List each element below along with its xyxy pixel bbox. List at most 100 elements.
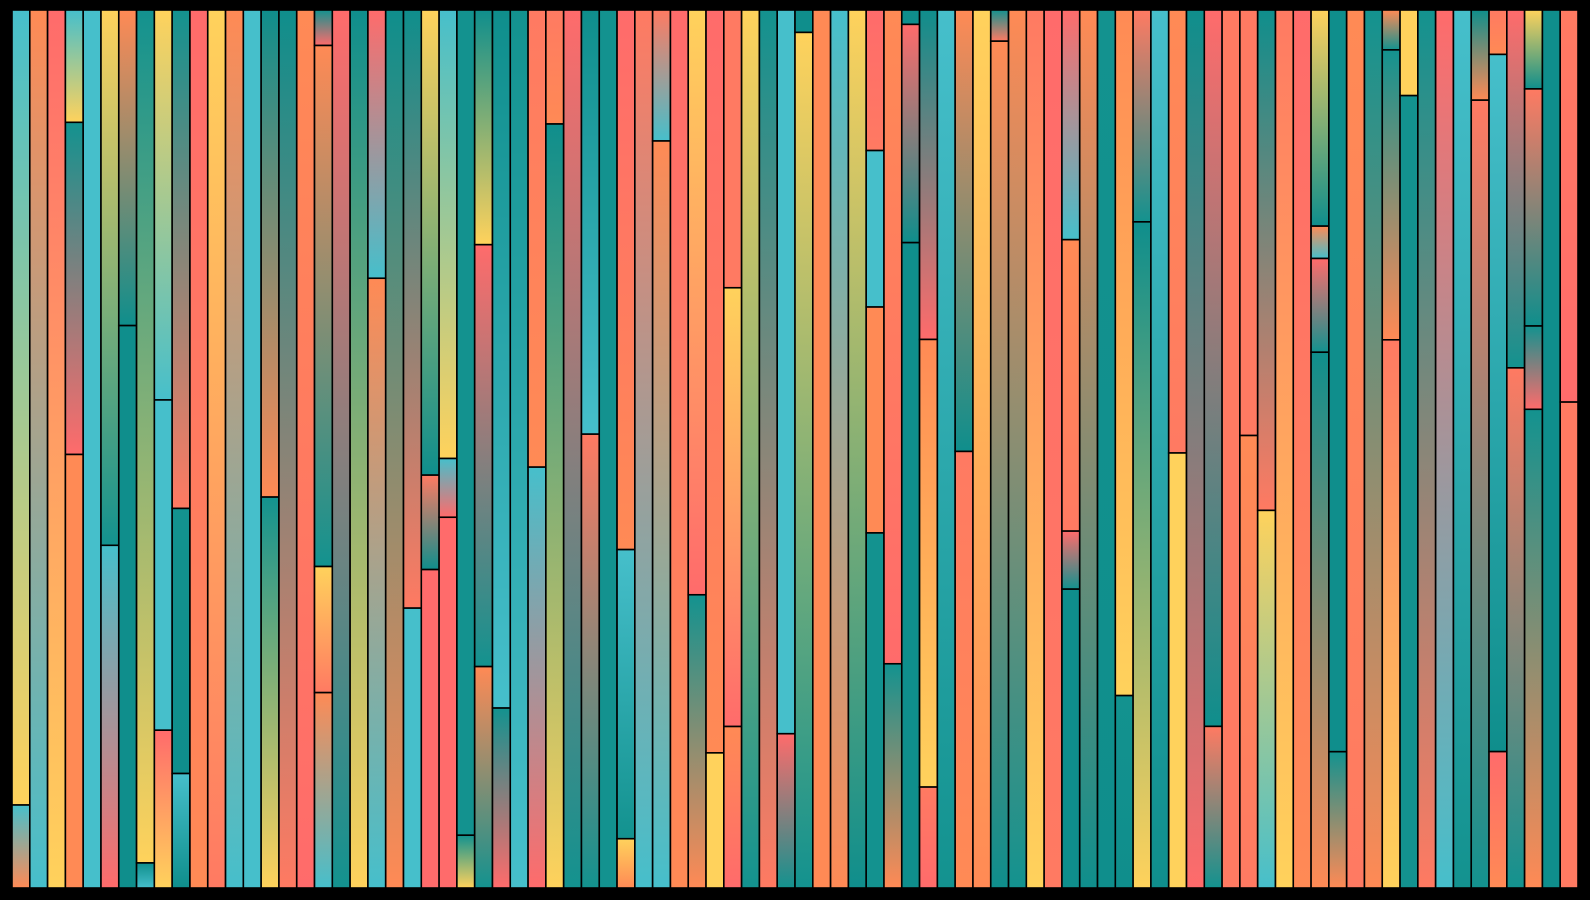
stripe-segment bbox=[1221, 9, 1241, 889]
stripe-segment bbox=[206, 9, 227, 889]
stripe-segment bbox=[1488, 53, 1508, 753]
stripe-segment bbox=[313, 691, 334, 889]
stripe-segment bbox=[989, 40, 1010, 889]
stripe-segment bbox=[28, 9, 49, 889]
stripe-segment bbox=[135, 9, 156, 864]
stripe-segment bbox=[776, 9, 796, 735]
stripe-segment bbox=[82, 9, 102, 889]
stripe-segment bbox=[135, 862, 156, 889]
stripe-segment bbox=[1239, 434, 1259, 889]
stripe-segment bbox=[1523, 88, 1544, 327]
stripe-segment bbox=[402, 9, 423, 609]
stripe-segment bbox=[883, 662, 903, 889]
stripe-segment bbox=[634, 9, 654, 889]
stripe-segment bbox=[723, 286, 743, 728]
stripe-segment bbox=[1310, 225, 1330, 260]
stripe-segment bbox=[1203, 725, 1223, 889]
stripe-segment bbox=[171, 507, 191, 775]
stripe-segment bbox=[989, 9, 1010, 42]
stripe-segment bbox=[420, 568, 440, 889]
stripe-segment bbox=[883, 9, 903, 665]
stripe-segment bbox=[260, 9, 280, 498]
stripe-segment bbox=[829, 9, 850, 889]
stripe-segment bbox=[616, 9, 636, 551]
stripe-segment bbox=[331, 9, 351, 889]
stripe-segment bbox=[100, 9, 120, 547]
stripe-segment bbox=[402, 607, 423, 889]
stripe-segment bbox=[954, 9, 974, 453]
stripe-segment bbox=[1132, 9, 1152, 223]
stripe-segment bbox=[865, 9, 885, 152]
stripe-segment bbox=[1203, 9, 1223, 728]
stripe-segment bbox=[1417, 9, 1437, 889]
stripe-segment bbox=[242, 9, 262, 889]
stripe-segment bbox=[1132, 221, 1152, 889]
stripe-segment bbox=[1381, 338, 1401, 889]
stripe-segment bbox=[1523, 325, 1544, 411]
stripe-segment bbox=[811, 9, 832, 889]
stripe-segment bbox=[64, 9, 84, 124]
stripe-segment bbox=[64, 121, 84, 456]
stripe-segment bbox=[1078, 9, 1099, 889]
stripe-segment bbox=[1470, 99, 1490, 889]
stripe-segment bbox=[900, 23, 921, 244]
stripe-segment bbox=[1434, 9, 1455, 889]
stripe-segment bbox=[918, 786, 939, 889]
stripe-segment bbox=[580, 433, 601, 889]
stripe-segment bbox=[11, 9, 31, 806]
stripe-segment bbox=[1559, 401, 1579, 889]
stripe-segment bbox=[1310, 9, 1330, 227]
stripe-segment bbox=[972, 9, 992, 889]
stripe-segment bbox=[509, 9, 529, 889]
stripe-segment bbox=[651, 140, 672, 889]
stripe-segment bbox=[117, 324, 138, 889]
stripe-segment bbox=[740, 9, 761, 889]
stripe-segment bbox=[847, 9, 867, 889]
stripe-segment bbox=[1043, 9, 1063, 889]
stripe-segment bbox=[473, 243, 494, 668]
stripe-segment bbox=[1488, 9, 1508, 56]
stripe-segment bbox=[171, 9, 191, 510]
stripe-segment bbox=[1310, 257, 1330, 354]
stripe-segment bbox=[651, 9, 672, 142]
stripe-segment bbox=[189, 9, 209, 889]
stripe-segment bbox=[420, 9, 440, 476]
stripe-segment bbox=[473, 9, 494, 246]
stripe-segment bbox=[100, 544, 120, 889]
stripe-segment bbox=[153, 399, 173, 732]
stripe-segment bbox=[794, 31, 814, 889]
stripe-segment bbox=[1506, 9, 1526, 369]
stripe-segment bbox=[1256, 509, 1277, 889]
stripe-segment bbox=[1007, 9, 1028, 889]
stripe-segment bbox=[598, 9, 618, 889]
stripe-segment bbox=[1061, 9, 1081, 241]
stripe-segment bbox=[456, 834, 476, 889]
stripe-segment bbox=[313, 44, 334, 568]
stripe-segment bbox=[456, 9, 476, 837]
stripe-segment bbox=[1114, 9, 1134, 697]
stripe-segment bbox=[1167, 452, 1188, 889]
stripe-segment bbox=[1114, 694, 1134, 889]
stripe-segment bbox=[900, 9, 921, 26]
stripe-segment bbox=[1381, 9, 1401, 51]
stripe-segment bbox=[687, 9, 707, 596]
stripe-segment bbox=[723, 725, 743, 889]
stripe-segment bbox=[687, 593, 707, 889]
stripe-segment bbox=[1399, 9, 1419, 97]
stripe-segment bbox=[794, 9, 814, 34]
stripe-segment bbox=[260, 496, 280, 889]
stripe-segment bbox=[562, 9, 583, 889]
stripe-segment bbox=[171, 772, 191, 889]
stripe-segment bbox=[1523, 9, 1544, 90]
stripe-segment bbox=[1523, 408, 1544, 889]
stripe-segment bbox=[1256, 9, 1277, 512]
stripe-segment bbox=[616, 837, 636, 889]
stripe-segment bbox=[758, 9, 779, 889]
stripe-segment bbox=[278, 9, 298, 889]
stripe-segment bbox=[918, 338, 939, 788]
stripe-segment bbox=[1096, 9, 1117, 889]
stripe-segment bbox=[865, 532, 885, 889]
stripe-segment bbox=[1363, 9, 1384, 889]
